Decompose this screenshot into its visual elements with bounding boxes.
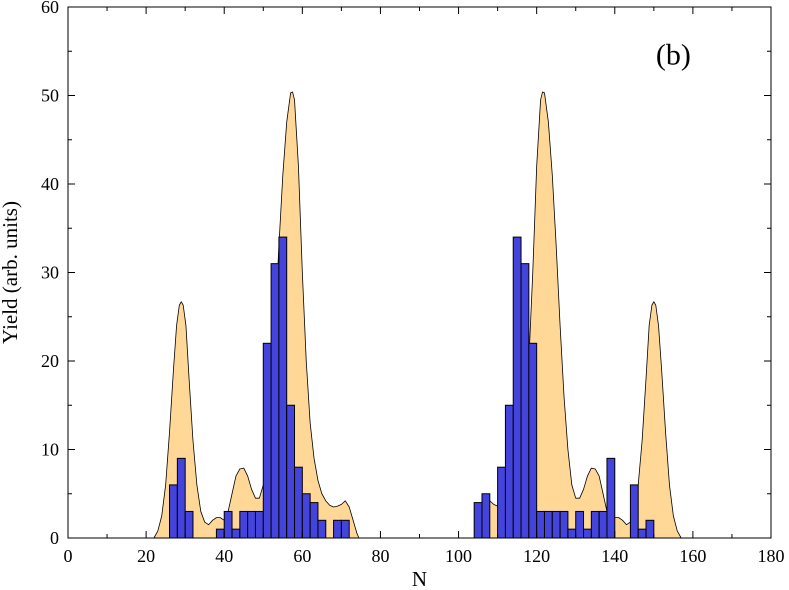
bar <box>301 493 311 539</box>
bar <box>637 528 647 539</box>
bar <box>645 519 655 539</box>
bar <box>215 528 225 539</box>
bar-layer <box>169 236 655 539</box>
y-tick-label: 0 <box>50 528 59 548</box>
bar <box>473 502 483 539</box>
y-tick-label: 20 <box>41 351 59 371</box>
bar <box>598 510 608 539</box>
bar <box>559 510 569 539</box>
x-tick-label: 40 <box>215 546 233 566</box>
x-tick-label: 20 <box>137 546 155 566</box>
y-tick-label: 40 <box>41 174 59 194</box>
y-tick-label: 50 <box>41 86 59 106</box>
x-tick-label: 140 <box>601 546 628 566</box>
bar <box>629 484 639 539</box>
bar <box>536 510 545 539</box>
bar <box>247 510 256 539</box>
x-tick-label: 80 <box>371 546 389 566</box>
bar <box>239 510 249 539</box>
y-axis-title: Yield (arb. units) <box>0 201 22 344</box>
bar <box>512 236 522 539</box>
bar <box>254 510 264 539</box>
bar <box>262 342 272 539</box>
tick-layer <box>67 6 772 539</box>
bar <box>309 502 319 539</box>
bar <box>223 510 233 539</box>
bar <box>590 510 600 539</box>
bar <box>504 404 514 539</box>
bar <box>481 493 491 539</box>
bar <box>575 510 585 539</box>
bar <box>583 528 592 539</box>
x-tick-label: 120 <box>523 546 550 566</box>
bar <box>497 466 506 539</box>
bar <box>184 510 194 539</box>
x-tick-label: 0 <box>64 546 73 566</box>
y-tick-label: 60 <box>41 0 59 17</box>
y-tick-label: 30 <box>41 263 59 283</box>
bar <box>333 519 342 539</box>
x-tick-label: 60 <box>293 546 311 566</box>
bar <box>551 510 561 539</box>
bar <box>278 236 288 539</box>
x-tick-label: 100 <box>445 546 472 566</box>
bar <box>294 466 303 539</box>
x-tick-label: 180 <box>758 546 785 566</box>
envelope-region-1 <box>153 91 360 539</box>
x-axis-title: N <box>412 567 427 590</box>
bar <box>176 457 186 539</box>
bar <box>528 342 538 539</box>
envelope-layer <box>153 91 682 539</box>
y-tick-label: 10 <box>41 440 59 460</box>
panel-label: (b) <box>656 39 691 72</box>
x-tick-label: 160 <box>679 546 706 566</box>
bar <box>169 484 178 539</box>
bar <box>231 528 241 539</box>
tick-label-layer: 0 20 40 60 80 100 120 140 160 180 0 10 20 30 40 50 60 <box>41 0 785 566</box>
bar <box>606 457 616 539</box>
bar <box>520 263 530 539</box>
bar <box>286 404 296 539</box>
bar <box>543 510 553 539</box>
bar <box>317 519 327 539</box>
bar <box>270 263 280 539</box>
bar <box>340 519 350 539</box>
bar <box>567 528 577 539</box>
